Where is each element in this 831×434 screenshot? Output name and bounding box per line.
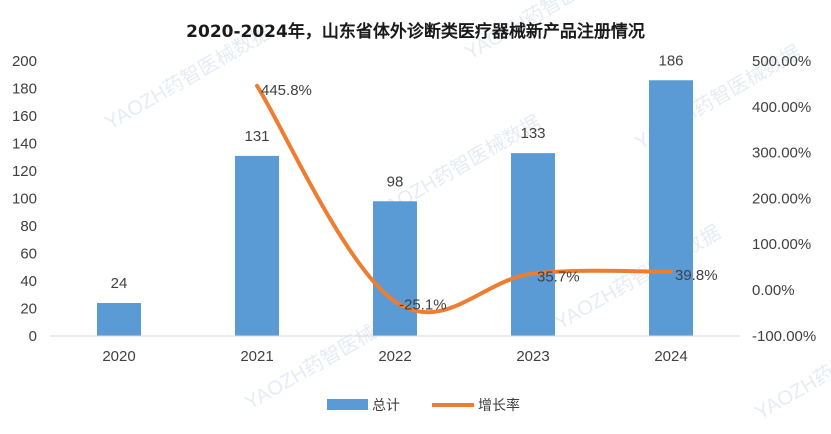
left-tick-label: 20	[20, 301, 37, 318]
left-tick-label: 60	[20, 246, 37, 263]
line-series	[255, 83, 673, 315]
left-tick-label: 40	[20, 273, 37, 290]
left-tick-label: 180	[12, 81, 37, 98]
right-tick-label: -100.00%	[752, 328, 816, 345]
legend: 总计 增长率	[327, 397, 520, 414]
bar-value-label: 131	[244, 128, 269, 145]
left-tick-label: 120	[12, 163, 37, 180]
right-tick-label: 300.00%	[752, 145, 811, 162]
right-axis-ticks: -100.00% 0.00% 100.00% 200.00% 300.00% 400.00…	[752, 53, 816, 345]
bar-value-label: 24	[111, 275, 128, 292]
x-tick-label: 2024	[654, 348, 687, 365]
bar-2020	[97, 303, 141, 336]
legend-label-line: 增长率	[478, 397, 520, 414]
left-tick-label: 140	[12, 136, 37, 153]
right-tick-label: 0.00%	[752, 282, 795, 299]
bar-value-label: 186	[658, 52, 683, 69]
x-tick-label: 2020	[102, 348, 135, 365]
watermark-layer: YAOZH药智医械数据YAOZH药智医械数据YAOZH药智医械数据YAOZH药智…	[101, 0, 831, 424]
bar-2024	[649, 80, 693, 336]
left-tick-label: 80	[20, 218, 37, 235]
line-value-label: 445.8%	[261, 82, 312, 99]
left-tick-label: 160	[12, 108, 37, 125]
line-data-labels: 445.8% -25.1% 35.7% 39.8%	[261, 82, 718, 314]
bar-2023	[511, 153, 555, 336]
line-value-label: 35.7%	[537, 269, 580, 286]
left-axis-ticks: 0 20 40 60 80 100 120 140 160 180 200	[12, 53, 37, 345]
bar-series	[97, 80, 693, 336]
legend-swatch-bar	[327, 399, 368, 410]
x-axis-ticks: 2020 2021 2022 2023 2024	[102, 348, 687, 365]
bar-value-label: 133	[520, 125, 545, 142]
growth-rate-line	[255, 83, 673, 315]
left-tick-label: 0	[29, 328, 37, 345]
bar-2022	[373, 201, 417, 336]
left-tick-label: 200	[12, 53, 37, 70]
chart-title: 2020-2024年，山东省体外诊断类医疗器械新产品注册情况	[186, 21, 645, 42]
line-value-label: 39.8%	[675, 267, 718, 284]
bar-2021	[235, 155, 279, 336]
left-tick-label: 100	[12, 191, 37, 208]
x-tick-label: 2022	[378, 348, 411, 365]
bar-data-labels: 24 131 98 133 186	[111, 52, 684, 292]
line-value-label: -25.1%	[399, 296, 447, 313]
right-tick-label: 100.00%	[752, 236, 811, 253]
x-tick-label: 2021	[240, 348, 273, 365]
right-tick-label: 200.00%	[752, 190, 811, 207]
right-tick-label: 400.00%	[752, 99, 811, 116]
legend-label-bar: 总计	[372, 398, 400, 414]
x-tick-label: 2023	[516, 348, 549, 365]
right-tick-label: 500.00%	[752, 53, 811, 70]
bar-value-label: 98	[387, 173, 404, 190]
